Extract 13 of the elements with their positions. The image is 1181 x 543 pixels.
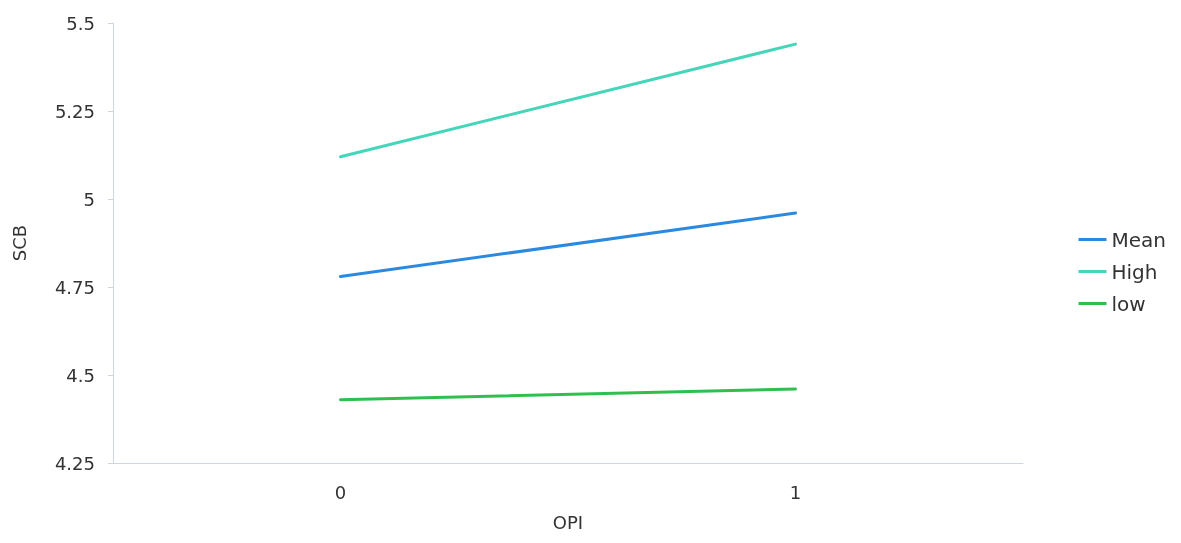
y-tick-label: 5 [83,188,95,210]
legend-label: Mean [1111,227,1167,252]
y-tick-label: 4.75 [54,276,95,298]
x-tick-label: 1 [789,481,802,503]
y-tick-label: 5.25 [54,100,95,122]
y-axis-title: SCB [8,224,30,262]
y-tick-label: 5.5 [66,12,95,34]
legend-label: High [1111,259,1158,284]
y-tick-label: 4.5 [66,364,95,386]
y-tick-label: 4.25 [54,452,95,474]
legend-label: low [1111,291,1146,316]
x-axis-title: OPI [552,511,584,533]
x-tick-label: 0 [334,481,347,503]
